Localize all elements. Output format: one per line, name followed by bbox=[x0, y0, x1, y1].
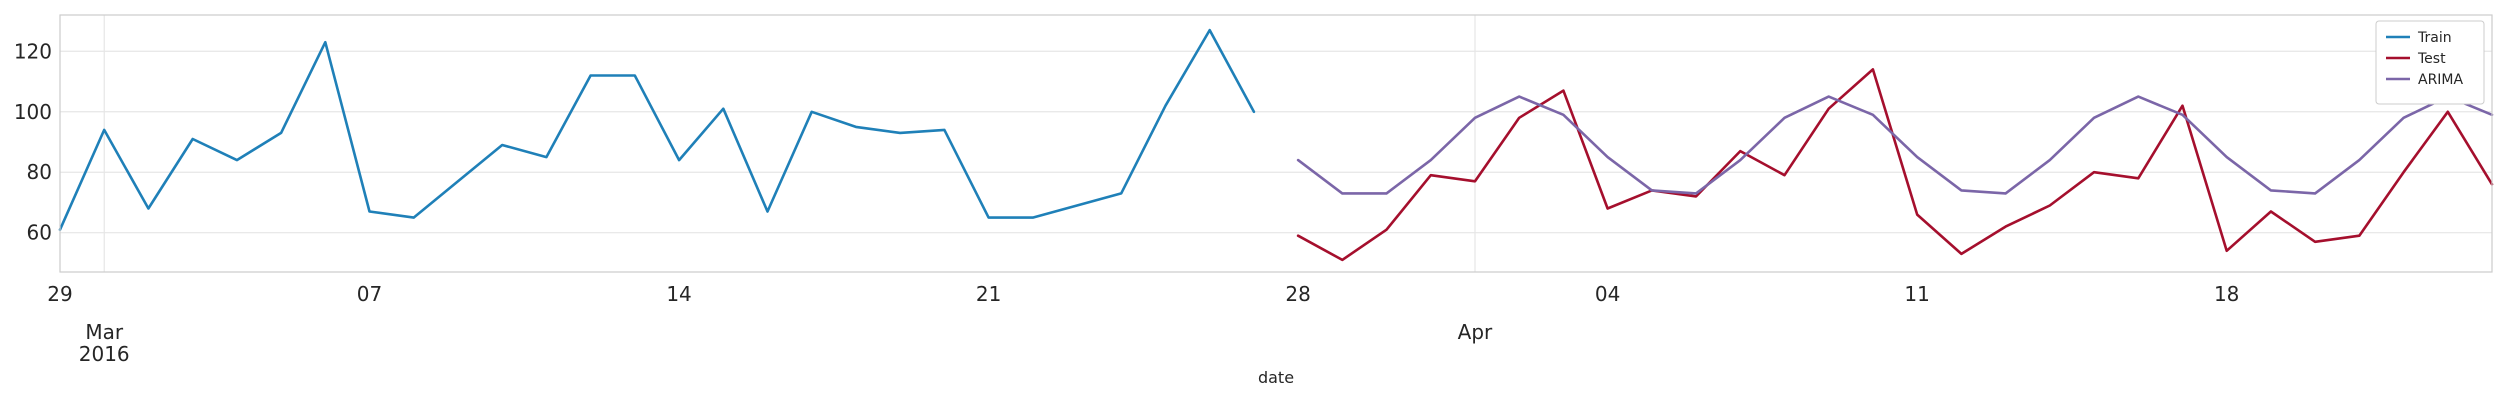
x-tick-label: 28 bbox=[1285, 282, 1310, 306]
plot-area bbox=[60, 15, 2492, 272]
legend-label-train: Train bbox=[2417, 30, 2452, 46]
x-tick-label: 11 bbox=[1904, 282, 1929, 306]
series-line-train bbox=[58, 28, 1256, 231]
y-tick-label: 80 bbox=[27, 160, 52, 184]
x-month-label: Apr bbox=[1458, 320, 1493, 344]
x-tick-label: 14 bbox=[666, 282, 691, 306]
series-line-arima bbox=[1296, 95, 2494, 195]
legend-label-arima: ARIMA bbox=[2418, 72, 2464, 88]
plot-frame bbox=[59, 14, 2493, 273]
series-line-test bbox=[1296, 68, 2494, 262]
legend-box bbox=[2375, 20, 2485, 105]
y-tick-label: 100 bbox=[14, 100, 52, 124]
x-tick-label: 21 bbox=[976, 282, 1001, 306]
series-lines bbox=[58, 28, 2494, 262]
legend-label-test: Test bbox=[2417, 51, 2446, 67]
y-tick-label: 120 bbox=[14, 39, 52, 63]
x-tick-labels: 29 07 14 21 28 04 11 18 Mar Apr 2016 bbox=[47, 282, 2239, 366]
x-tick-label: 29 bbox=[47, 282, 72, 306]
x-axis-title: date bbox=[1258, 368, 1294, 387]
x-year-label: 2016 bbox=[79, 342, 130, 366]
legend: Train Test ARIMA bbox=[2375, 20, 2485, 105]
y-tick-label: 60 bbox=[27, 221, 52, 245]
y-tick-labels: 60 80 100 120 bbox=[14, 39, 52, 244]
x-month-label: Mar bbox=[85, 320, 124, 344]
x-tick-label: 07 bbox=[357, 282, 382, 306]
grid bbox=[60, 15, 2492, 272]
x-tick-label: 04 bbox=[1595, 282, 1620, 306]
x-tick-label: 18 bbox=[2214, 282, 2239, 306]
